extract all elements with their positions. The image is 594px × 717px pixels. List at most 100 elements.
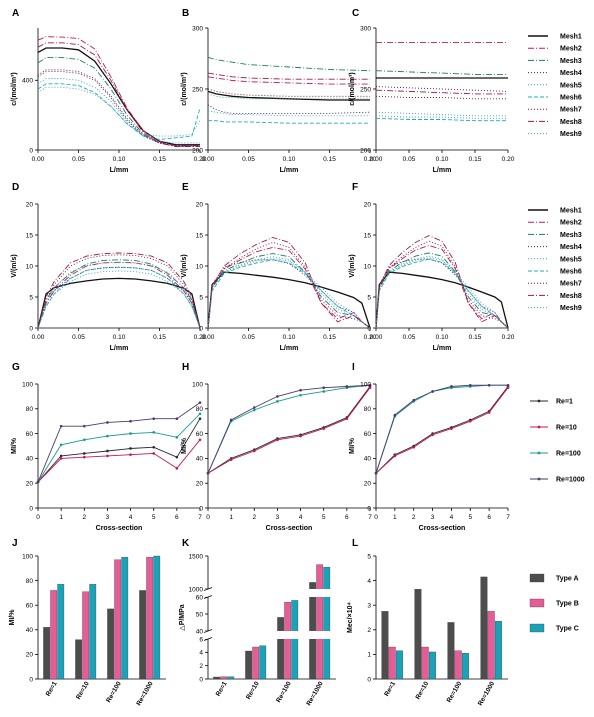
panel-I-y-tick-label: 20	[364, 481, 372, 488]
panel-K-axis-break-mark	[203, 587, 213, 591]
panel-J-bar	[153, 555, 161, 680]
panel-K-y-tick-label: 40	[196, 628, 204, 635]
panel-I-x-tick-label: 4	[450, 514, 454, 521]
panel-E-series-line	[207, 271, 371, 329]
panel-C-series-line	[375, 95, 508, 100]
panel-C-y-axis-label: c/(mol/m³)	[349, 72, 356, 105]
panel-K-bar	[227, 676, 235, 680]
panel-F-y-tick-label: 15	[364, 232, 372, 239]
panel-B-x-tick-label: 0.10	[283, 156, 296, 163]
panel-J-y-tick-label: 100	[22, 553, 33, 560]
panel-H-x-tick-label: 6	[345, 514, 349, 521]
panel-C-x-tick-label: 0.10	[436, 156, 449, 163]
panel-H-data-point	[322, 427, 326, 430]
panel-L-bar	[381, 611, 389, 680]
panel-G-y-tick-label: 20	[26, 481, 34, 488]
panel-H-x-tick-label: 0	[206, 514, 210, 521]
panel-H-y-tick-label: 60	[196, 431, 204, 438]
re-legend-marker	[537, 425, 541, 429]
panel-H-y-axis-label: MI/%	[181, 437, 188, 454]
panel-G-x-tick-label: 0	[36, 514, 40, 521]
panel-D: 0.00 0.05 0.10 0.15 0.20 0 5 10 15 20 L/mm V/(m/s) D	[11, 182, 207, 352]
panel-A-series-line	[37, 42, 200, 147]
panel-G-x-tick-label: 1	[59, 514, 63, 521]
panel-D-series-line	[37, 261, 201, 329]
panel-K-bar	[220, 676, 228, 680]
panel-F-series-line	[375, 235, 509, 329]
panel-label-H: H	[182, 362, 189, 373]
type-legend-swatch	[529, 573, 545, 583]
panel-I-data-point	[450, 427, 453, 430]
panel-label-A: A	[12, 8, 19, 19]
panel-L-bar	[421, 646, 429, 680]
panel-D-y-tick-label: 15	[26, 232, 34, 239]
panel-F-series-line	[375, 258, 509, 329]
panel-H-series-line	[207, 387, 371, 474]
panel-I-y-tick-label: 80	[364, 406, 372, 413]
panel-G-y-axis-label: MI/%	[11, 437, 18, 454]
panel-G-data-point	[82, 452, 86, 455]
panel-C-x-tick-label: 0.15	[469, 156, 482, 163]
panel-J-category-label: Re=1	[45, 680, 59, 697]
panel-K-bar	[316, 564, 324, 680]
panel-H-data-point	[276, 400, 279, 403]
panel-G-data-point	[106, 454, 109, 458]
panel-H-series-line	[207, 384, 371, 474]
panel-E-series-line	[207, 246, 371, 329]
panel-L-y-tick-label: 2	[367, 627, 371, 634]
panel-K-y-tick-label: 6	[199, 636, 203, 643]
panel-label-D: D	[12, 182, 19, 193]
panel-G-x-tick-label: 7	[198, 514, 202, 521]
panel-I-x-tick-label: 2	[412, 514, 416, 521]
panel-B: 0.00 0.05 0.10 0.15 0.20 200 250 300 L/mm c/(mol/…	[181, 8, 377, 174]
panel-L-y-tick-label: 5	[367, 553, 371, 560]
panel-G-x-tick-label: 5	[152, 514, 156, 521]
panel-D-x-axis-label: L/mm	[110, 345, 129, 352]
panel-K-bar	[323, 567, 331, 680]
panel-H-y-tick-label: 40	[196, 456, 204, 463]
panel-B-series-line	[208, 120, 370, 124]
panel-L-category-label: Re=1	[383, 680, 397, 697]
panel-J-bar	[89, 584, 97, 680]
panel-D-series-line	[37, 254, 201, 329]
mesh-legend-label: Mesh5	[560, 256, 582, 263]
panel-C-x-tick-label: 0.00	[370, 156, 383, 163]
panel-K-axis-break-gap	[204, 589, 338, 597]
re-legend-marker	[537, 399, 541, 403]
panel-L: 0 1 2 3 4 5 Re=1 Re=10 Re=100 Re=1000 Mec/×10⁴ L	[347, 538, 508, 707]
panel-A-x-tick-label: 0.00	[32, 156, 45, 163]
panel-L-bar	[428, 651, 436, 680]
panel-G-data-point	[152, 417, 156, 421]
panel-F-x-tick-label: 0.00	[370, 334, 383, 341]
panel-E-y-tick-label: 15	[196, 232, 204, 239]
type-legend-label: Type A	[556, 576, 579, 583]
panel-G-data-point	[198, 417, 202, 421]
panel-F-y-tick-label: 5	[367, 294, 371, 301]
panel-D-y-axis-label: V/(m/s)	[11, 254, 18, 277]
panel-H-data-point	[345, 385, 349, 388]
panel-D-x-tick-label: 0.10	[113, 334, 126, 341]
panel-D-y-tick-label: 10	[26, 263, 34, 270]
panel-K-bar	[277, 617, 285, 680]
mesh-legend-label: Mesh3	[560, 58, 582, 65]
panel-I-y-tick-label: 0	[367, 505, 371, 512]
panel-I-series-line	[375, 384, 508, 474]
panel-H-y-tick-label: 100	[192, 381, 203, 388]
panel-label-I: I	[352, 362, 355, 373]
panel-F-y-tick-label: 10	[364, 263, 372, 270]
panel-J-bar	[146, 557, 154, 680]
panel-J-bar	[139, 590, 147, 680]
panel-G-data-point	[129, 419, 132, 423]
panel-B-y-tick-label: 300	[192, 25, 203, 32]
panel-label-C: C	[352, 8, 359, 19]
panel-C-series-line	[375, 115, 508, 119]
panel-J-y-axis-label: MI/%	[9, 609, 16, 626]
mesh-legend-label: Mesh6	[560, 95, 582, 102]
panel-C-series-line	[375, 117, 508, 122]
panel-E-y-tick-label: 10	[196, 263, 204, 270]
panel-I-x-tick-label: 3	[431, 514, 435, 521]
panel-C-y-tick-label: 300	[360, 25, 371, 32]
panel-G-series-line	[37, 439, 201, 483]
mesh-legend-label: Mesh1	[560, 208, 582, 215]
